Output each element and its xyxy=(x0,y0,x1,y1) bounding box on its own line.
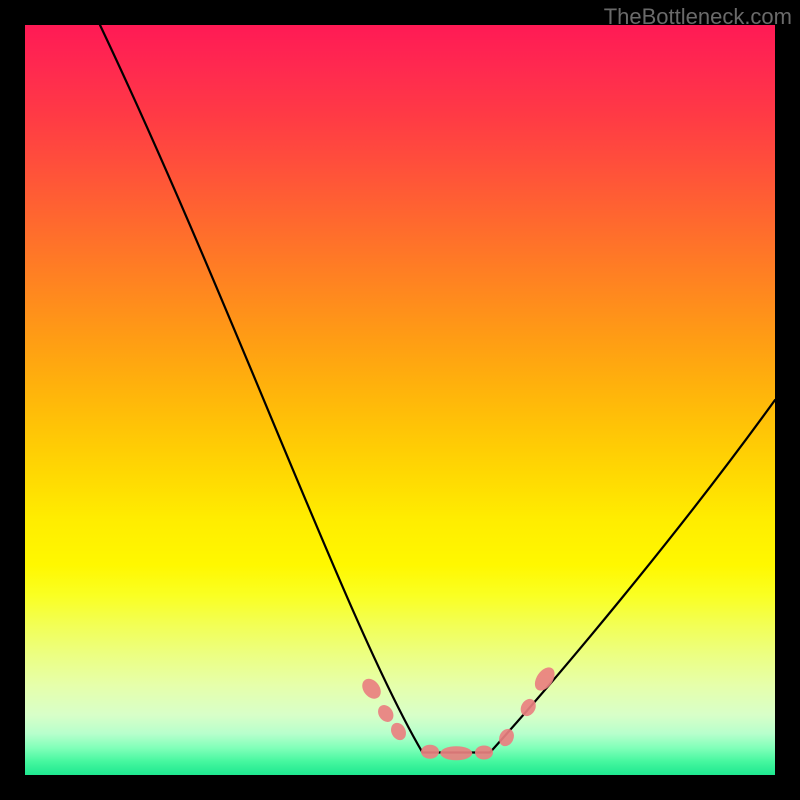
gradient-fill xyxy=(25,25,775,775)
curve-marker xyxy=(440,746,472,760)
plot-svg xyxy=(25,25,775,775)
stage: TheBottleneck.com xyxy=(0,0,800,800)
curve-marker xyxy=(475,746,493,760)
curve-marker xyxy=(421,745,439,759)
plot-area xyxy=(25,25,775,775)
watermark-text: TheBottleneck.com xyxy=(604,4,792,30)
